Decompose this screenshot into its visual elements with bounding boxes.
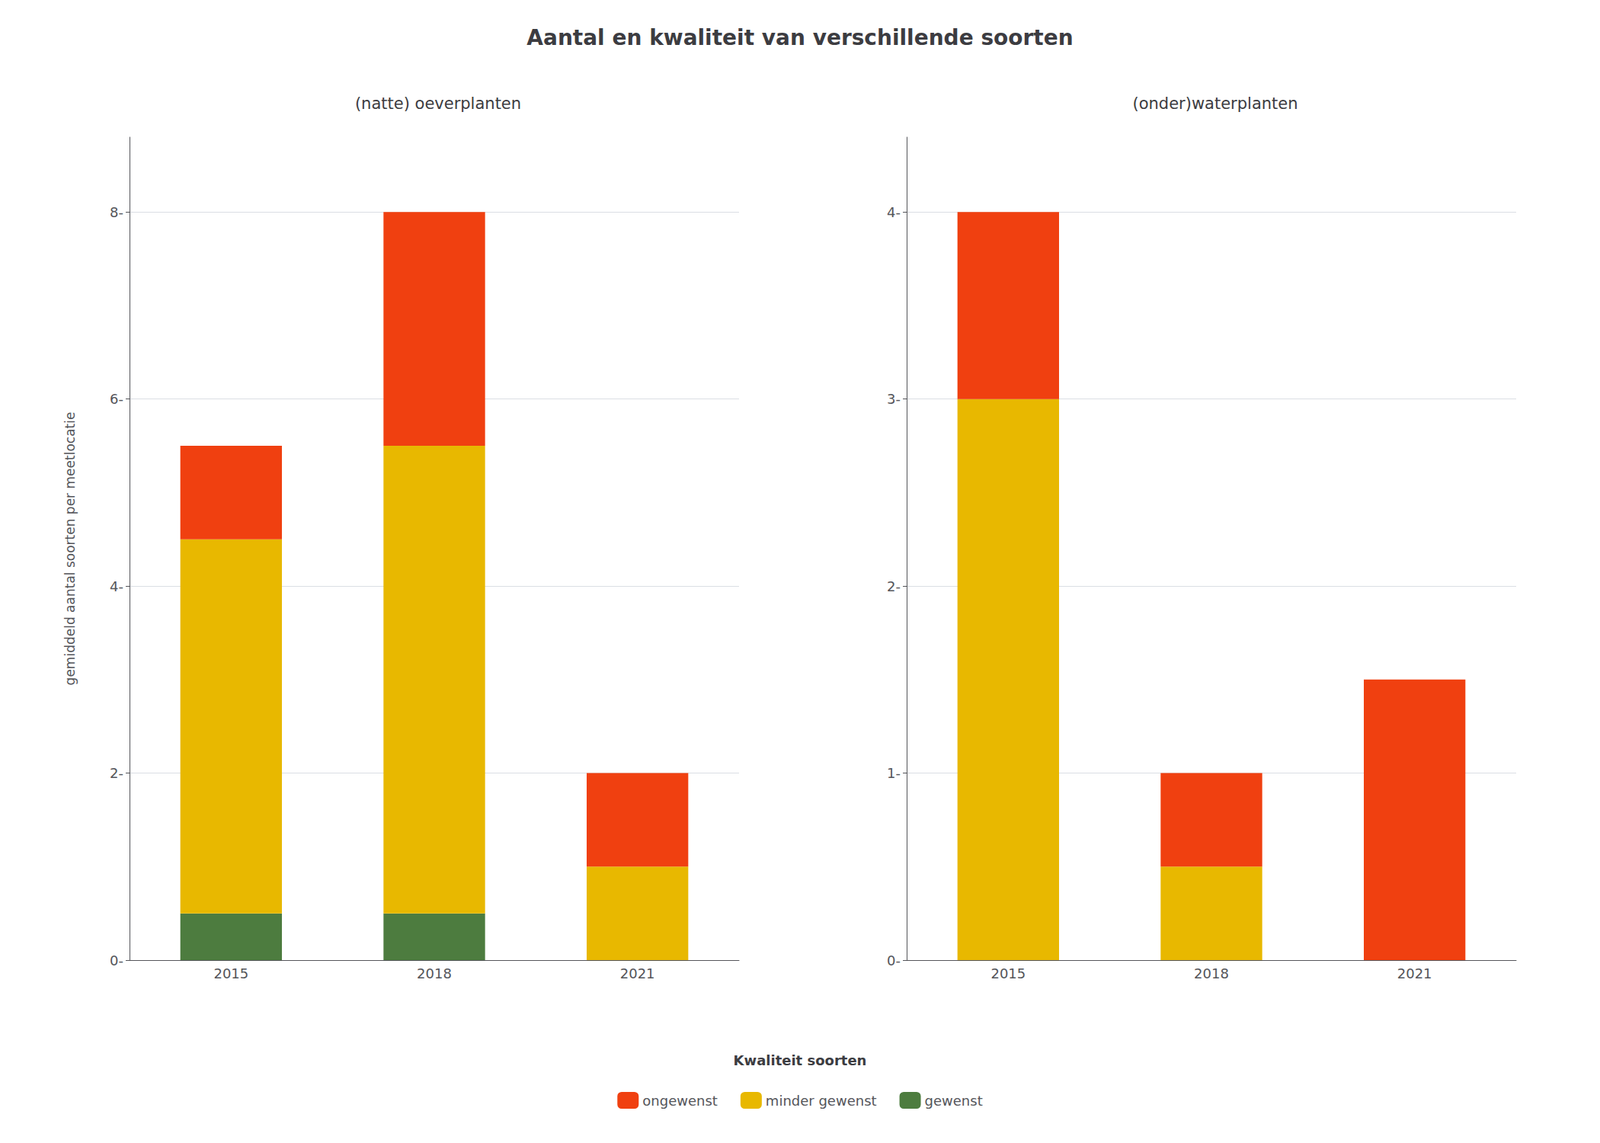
svg-text:0-: 0- xyxy=(886,952,901,969)
svg-text:2-: 2- xyxy=(109,764,124,781)
svg-text:2018: 2018 xyxy=(1193,965,1229,982)
svg-text:1-: 1- xyxy=(886,764,901,781)
svg-text:gewenst: gewenst xyxy=(924,1092,983,1109)
svg-text:4-: 4- xyxy=(886,204,901,221)
svg-text:3-: 3- xyxy=(886,390,901,407)
svg-text:2015: 2015 xyxy=(990,965,1026,982)
svg-text:2015: 2015 xyxy=(213,965,249,982)
svg-text:ongewenst: ongewenst xyxy=(642,1092,718,1109)
svg-text:Kwaliteit soorten: Kwaliteit soorten xyxy=(733,1052,868,1069)
svg-text:0-: 0- xyxy=(109,952,124,969)
svg-text:6-: 6- xyxy=(109,390,124,407)
svg-text:2018: 2018 xyxy=(416,965,452,982)
svg-text:gemiddeld aantal soorten per m: gemiddeld aantal soorten per meetlocatie xyxy=(62,412,78,686)
svg-text:2-: 2- xyxy=(886,578,901,595)
svg-text:2021: 2021 xyxy=(1397,965,1433,982)
svg-text:minder gewenst: minder gewenst xyxy=(765,1092,877,1109)
svg-text:8-: 8- xyxy=(109,204,124,221)
svg-text:Aantal en kwaliteit van versch: Aantal en kwaliteit van verschillende so… xyxy=(526,25,1073,51)
svg-text:2021: 2021 xyxy=(620,965,656,982)
svg-text:(onder)waterplanten: (onder)waterplanten xyxy=(1132,94,1298,113)
svg-text:4-: 4- xyxy=(109,578,124,595)
svg-text:(natte) oeverplanten: (natte) oeverplanten xyxy=(355,94,522,113)
